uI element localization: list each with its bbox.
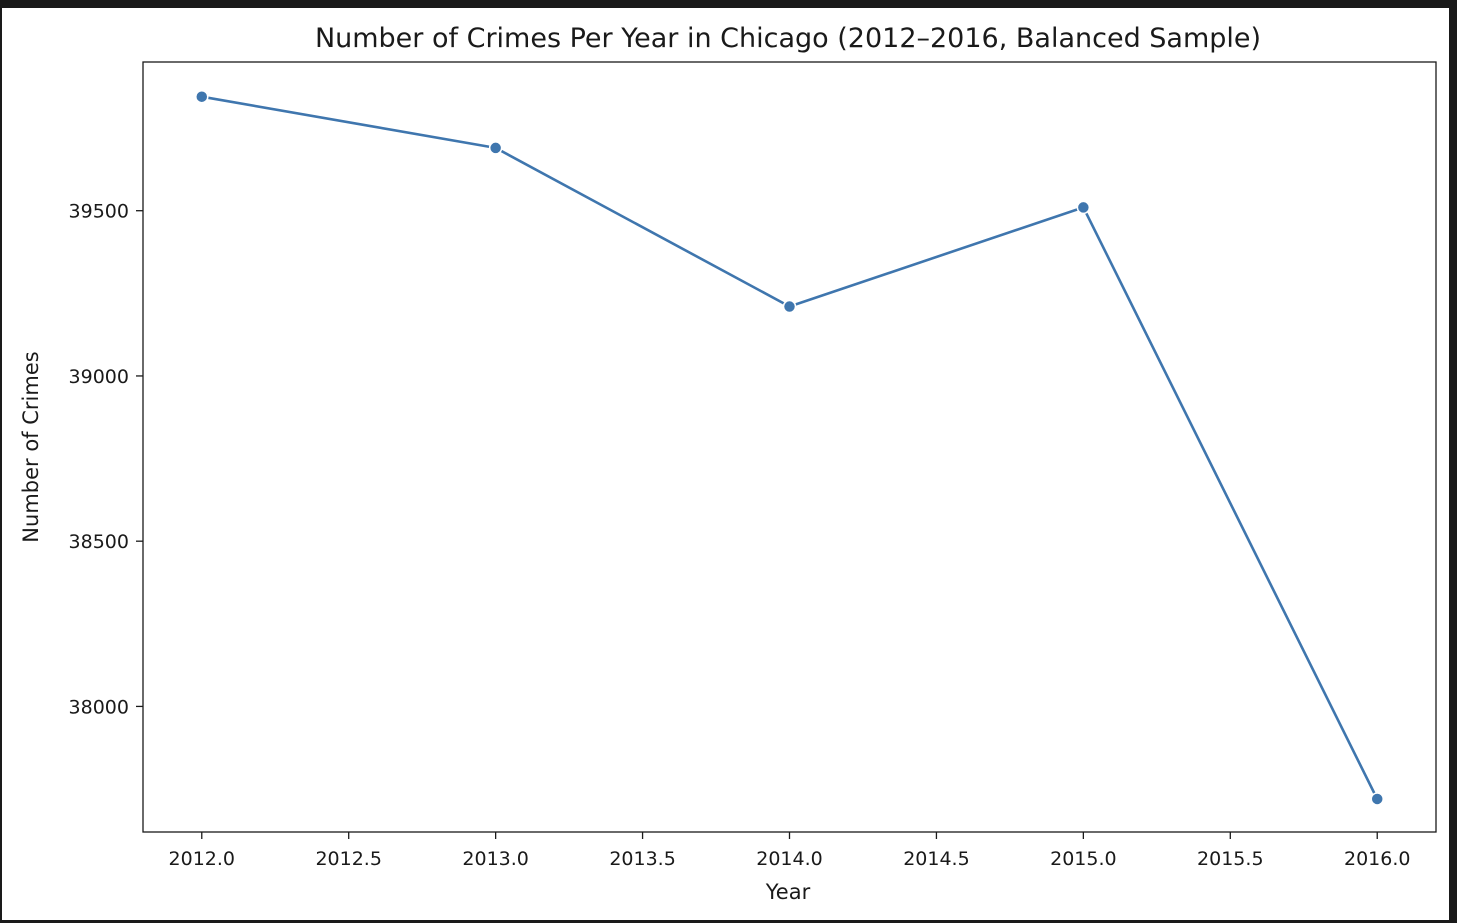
y-axis: 38000 38500 39000 39500 bbox=[69, 201, 143, 718]
x-axis-label: Year bbox=[765, 880, 811, 904]
x-tick-label: 2016.0 bbox=[1344, 848, 1410, 870]
line-chart: Number of Crimes Per Year in Chicago (20… bbox=[19, 23, 1437, 904]
data-point bbox=[782, 299, 797, 314]
data-point bbox=[1076, 200, 1091, 215]
y-tick-label: 38000 bbox=[69, 696, 129, 718]
x-tick-label: 2015.5 bbox=[1197, 848, 1263, 870]
x-axis: 2012.0 2012.5 2013.0 2013.5 2014.0 2014.5 2015… bbox=[169, 832, 1410, 870]
x-tick-label: 2012.0 bbox=[169, 848, 235, 870]
x-tick-label: 2013.5 bbox=[609, 848, 675, 870]
data-point bbox=[1370, 792, 1384, 806]
chart-frame: Number of Crimes Per Year in Chicago (20… bbox=[2, 8, 1449, 920]
x-tick-label: 2013.0 bbox=[462, 848, 528, 870]
y-axis-label: Number of Crimes bbox=[19, 351, 43, 542]
data-point bbox=[488, 141, 503, 155]
y-tick-label: 39500 bbox=[69, 201, 129, 223]
data-point bbox=[195, 89, 209, 104]
x-tick-label: 2015.0 bbox=[1050, 848, 1116, 870]
x-tick-label: 2014.0 bbox=[756, 848, 822, 870]
series-group bbox=[195, 89, 1384, 806]
x-tick-label: 2014.5 bbox=[903, 848, 969, 870]
chart-title: Number of Crimes Per Year in Chicago (20… bbox=[315, 23, 1261, 54]
plot-area bbox=[142, 61, 1437, 833]
y-tick-label: 39000 bbox=[69, 366, 129, 388]
y-tick-label: 38500 bbox=[69, 531, 129, 553]
x-tick-label: 2012.5 bbox=[315, 848, 381, 870]
